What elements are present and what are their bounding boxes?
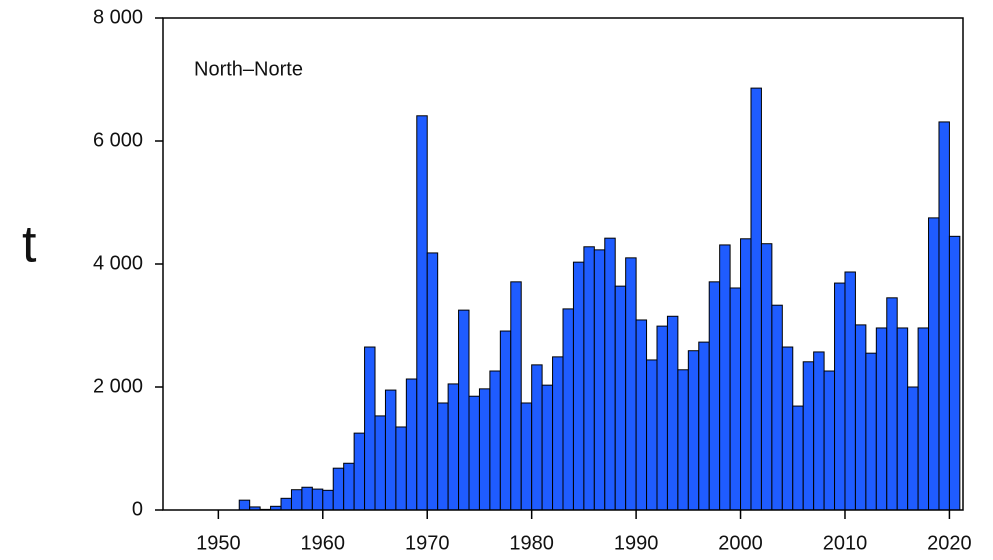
- bar: [907, 386, 919, 511]
- bar: [740, 238, 752, 511]
- bar: [426, 252, 439, 511]
- bar: [823, 370, 836, 511]
- bar: [948, 235, 961, 511]
- bar: [458, 309, 470, 511]
- bar: [677, 369, 689, 511]
- bar: [886, 297, 898, 511]
- y-axis-label: t: [22, 216, 37, 274]
- bar: [531, 364, 543, 511]
- bar: [384, 389, 397, 511]
- bar: [635, 319, 648, 511]
- bar: [405, 378, 418, 511]
- bar: [854, 324, 867, 511]
- bar: [510, 281, 522, 511]
- bar: [322, 489, 334, 511]
- bar: [938, 121, 950, 511]
- bar: [834, 282, 846, 511]
- bar: [646, 359, 658, 511]
- bar: [708, 281, 721, 511]
- bar: [395, 426, 407, 511]
- bar: [802, 361, 815, 511]
- bar: [353, 432, 366, 511]
- bar: [614, 285, 627, 511]
- y-tick-label: 8 000: [93, 6, 143, 28]
- y-tick-label: 4 000: [93, 252, 143, 274]
- x-tick-label: 1960: [301, 532, 346, 554]
- bar: [541, 384, 554, 511]
- bar: [666, 315, 679, 511]
- x-tick-label: 2020: [927, 532, 972, 554]
- bar: [280, 497, 292, 511]
- bar: [437, 402, 449, 511]
- bar: [552, 356, 564, 511]
- bar: [625, 257, 637, 511]
- bar: [583, 246, 595, 511]
- bar: [719, 244, 731, 511]
- y-tick-label: 0: [132, 498, 143, 520]
- x-tick-label: 1980: [509, 532, 554, 554]
- bar: [813, 351, 825, 511]
- bar: [875, 327, 888, 511]
- bar: [374, 415, 386, 511]
- x-tick-label: 1970: [405, 532, 450, 554]
- y-tick-label: 2 000: [93, 375, 143, 397]
- bar: [896, 327, 909, 511]
- bar: [343, 462, 355, 511]
- bar: [729, 287, 742, 511]
- bar: [572, 261, 585, 511]
- bar: [656, 325, 668, 511]
- bar: [447, 383, 460, 511]
- bar: [593, 249, 606, 511]
- bar: [750, 87, 762, 511]
- x-tick-label: 1950: [196, 532, 241, 554]
- bar: [332, 467, 345, 511]
- bar: [865, 352, 877, 511]
- bar: [416, 115, 428, 511]
- bar: [698, 341, 710, 511]
- y-tick-label: 6 000: [93, 129, 143, 151]
- x-tick-label: 2000: [718, 532, 763, 554]
- bar: [781, 346, 794, 511]
- bar: [844, 271, 856, 511]
- bar: [301, 486, 313, 511]
- bar: [562, 308, 574, 511]
- bar: [917, 327, 930, 511]
- bar: [771, 304, 783, 511]
- x-tick-label: 2010: [823, 532, 868, 554]
- annotation: North–Norte: [194, 58, 303, 80]
- bar: [290, 489, 303, 511]
- bar: [928, 217, 940, 511]
- bar: [489, 370, 501, 511]
- bar: [687, 350, 700, 511]
- bar: [238, 499, 251, 511]
- bar: [468, 395, 480, 511]
- x-tick-label: 1990: [614, 532, 659, 554]
- bar: [478, 388, 491, 511]
- bar: [311, 488, 324, 511]
- bar: [792, 405, 804, 511]
- bar: [364, 346, 376, 511]
- bar: [499, 330, 512, 511]
- bar: [760, 243, 773, 511]
- bar: [604, 237, 616, 511]
- bar: [520, 402, 533, 511]
- plot-frame: [162, 17, 964, 511]
